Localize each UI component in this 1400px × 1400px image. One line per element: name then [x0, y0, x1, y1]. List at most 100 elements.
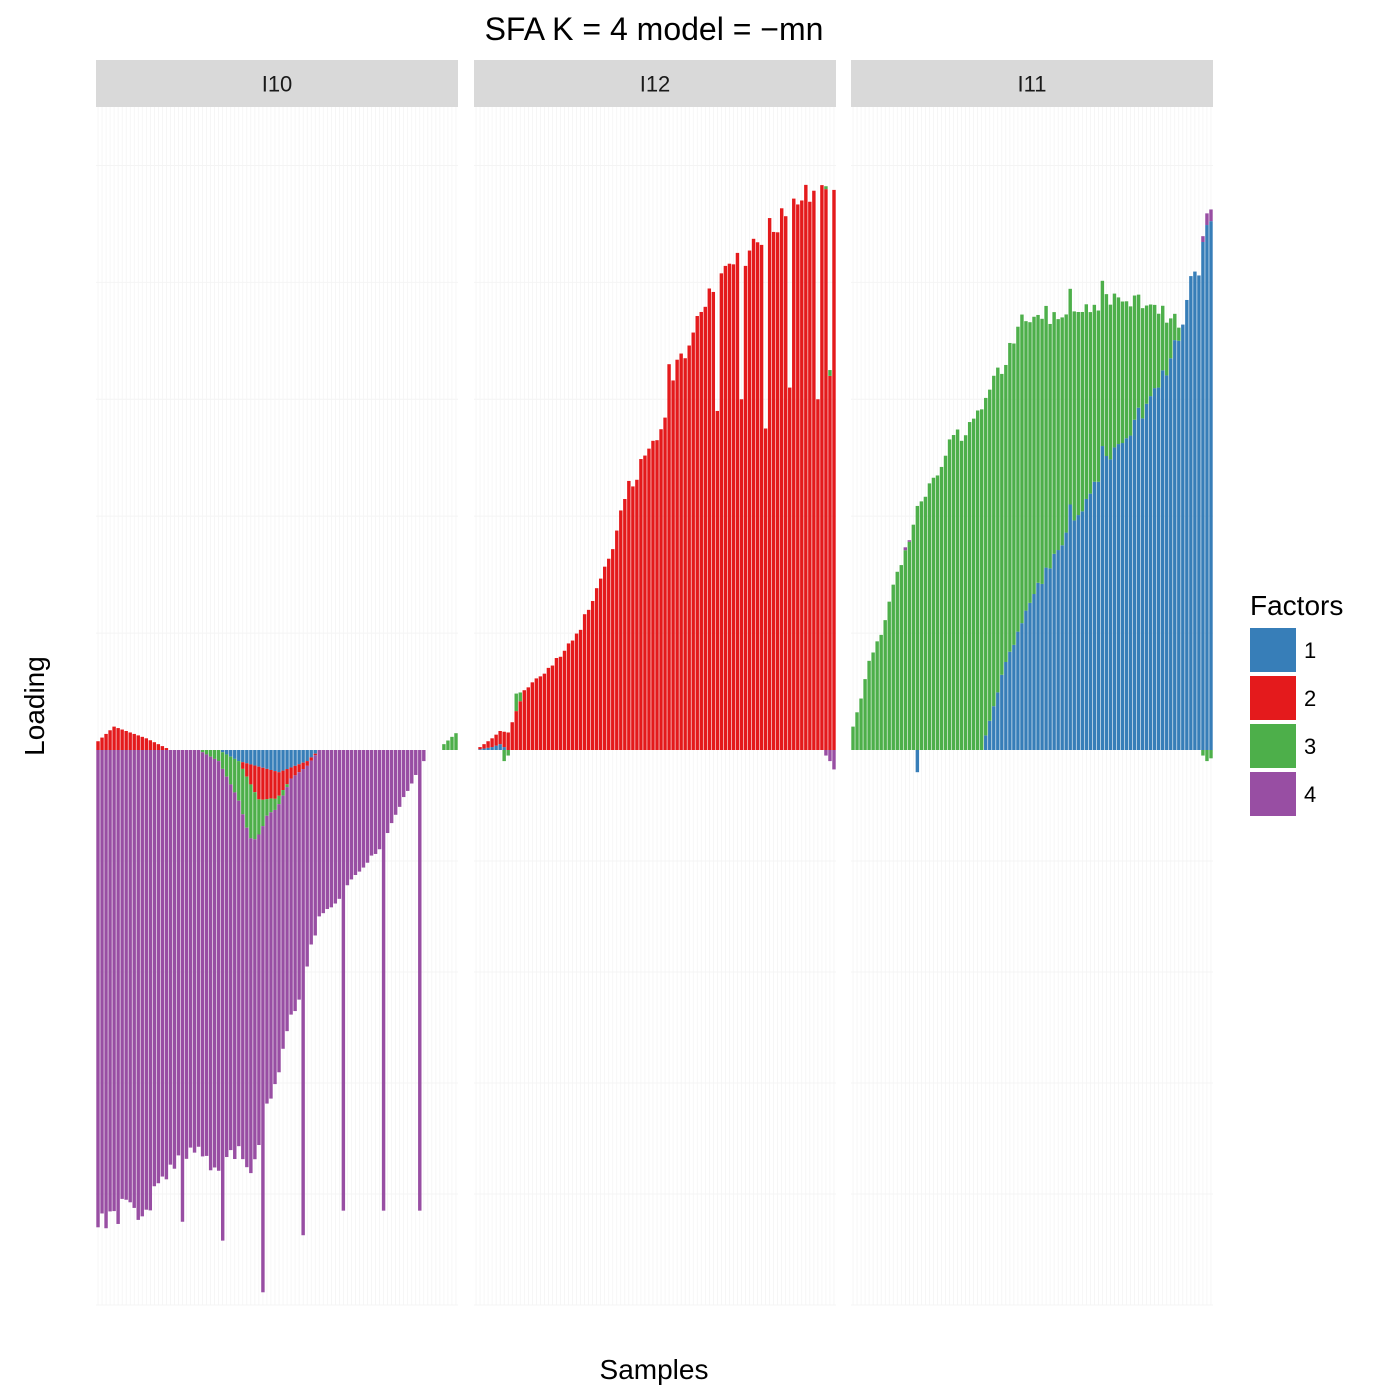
bar-segment-factor-2: [523, 690, 526, 750]
bar-segment-factor-4: [277, 804, 280, 1072]
bar-segment-factor-2: [740, 399, 743, 750]
bar-segment-factor-3: [944, 456, 947, 750]
bar-segment-factor-2: [736, 253, 739, 750]
bar-segment-factor-2: [531, 682, 534, 750]
bar-segment-factor-1: [502, 747, 505, 750]
legend-key-factor-4: [1250, 772, 1296, 816]
bar-segment-factor-3: [1024, 321, 1027, 610]
bar-segment-factor-3: [851, 727, 854, 750]
bar-segment-factor-4: [832, 750, 835, 769]
chart-title: SFA K = 4 model = −mn: [485, 11, 824, 47]
bar-segment-factor-1: [1081, 511, 1084, 750]
bar-segment-factor-2: [145, 738, 148, 750]
bar-segment-factor-1: [1185, 300, 1188, 750]
bar-segment-factor-3: [948, 439, 951, 750]
bar-segment-factor-2: [712, 292, 715, 750]
bar-segment-factor-2: [700, 312, 703, 750]
bar-segment-factor-2: [559, 657, 562, 750]
bar-segment-factor-3: [1177, 328, 1180, 341]
bar-segment-factor-2: [599, 579, 602, 750]
bar-segment-factor-3: [1209, 750, 1212, 758]
bar-segment-factor-2: [575, 634, 578, 750]
bar-segment-factor-3: [1105, 294, 1108, 456]
bar-segment-factor-3: [824, 186, 827, 189]
bar-segment-factor-4: [422, 750, 425, 761]
bar-segment-factor-4: [233, 792, 236, 1159]
bar-segment-factor-1: [1209, 221, 1212, 750]
bar-segment-factor-2: [659, 429, 662, 750]
bar-segment-factor-2: [708, 288, 711, 750]
bar-segment-factor-4: [386, 750, 389, 833]
bar-segment-factor-3: [450, 737, 453, 750]
bar-segment-factor-2: [587, 610, 590, 750]
bar-segment-factor-3: [920, 501, 923, 750]
bar-segment-factor-1: [490, 747, 493, 750]
bar-segment-factor-3: [249, 784, 252, 838]
bar-segment-factor-3: [229, 757, 232, 785]
bar-segment-factor-1: [1024, 611, 1027, 750]
bar-segment-factor-1: [221, 750, 224, 752]
bar-segment-factor-4: [201, 752, 204, 1156]
bar-segment-factor-1: [1008, 652, 1011, 750]
bar-segment-factor-3: [1137, 295, 1140, 408]
legend-key-factor-3: [1250, 724, 1296, 768]
bar-segment-factor-1: [1056, 550, 1059, 750]
bar-segment-factor-1: [245, 750, 248, 763]
bar-segment-factor-1: [314, 750, 317, 754]
bar-segment-factor-2: [249, 764, 252, 784]
bar-segment-factor-1: [1093, 482, 1096, 750]
bar-segment-factor-4: [390, 750, 393, 823]
bar-segment-factor-2: [245, 763, 248, 776]
bar-segment-factor-3: [1145, 306, 1148, 404]
bar-segment-factor-3: [952, 435, 955, 750]
bar-segment-factor-2: [253, 766, 256, 793]
bar-segment-factor-4: [358, 750, 361, 872]
bar-segment-factor-4: [181, 750, 184, 1222]
bar-segment-factor-2: [490, 738, 493, 747]
bar-segment-factor-3: [1064, 314, 1067, 532]
bar-segment-factor-2: [716, 411, 719, 750]
bar-segment-factor-1: [1020, 623, 1023, 750]
bar-segment-factor-4: [904, 547, 907, 550]
bar-segment-factor-4: [141, 750, 144, 1216]
bar-segment-factor-4: [305, 766, 308, 967]
bar-segment-factor-3: [1133, 296, 1136, 420]
bar-segment-factor-3: [1028, 322, 1031, 603]
bar-segment-factor-3: [968, 422, 971, 750]
bar-segment-factor-4: [330, 750, 333, 907]
bar-segment-factor-4: [177, 750, 180, 1155]
bar-segment-factor-3: [1201, 750, 1204, 756]
legend-label-factor-2: 2: [1304, 686, 1316, 711]
bar-segment-factor-4: [128, 750, 131, 1202]
bar-segment-factor-3: [506, 750, 509, 756]
bar-segment-factor-2: [816, 399, 819, 750]
bar-segment-factor-2: [579, 630, 582, 750]
bar-segment-factor-1: [1117, 444, 1120, 750]
bar-segment-factor-1: [1125, 438, 1128, 750]
bar-segment-factor-2: [100, 738, 103, 750]
bar-segment-factor-4: [189, 750, 192, 1148]
bar-segment-factor-4: [273, 810, 276, 1084]
bar-segment-factor-2: [289, 767, 292, 778]
bar-segment-factor-2: [595, 588, 598, 750]
bar-segment-factor-1: [1048, 568, 1051, 750]
bar-segment-factor-1: [241, 750, 244, 762]
bar-segment-factor-1: [1161, 370, 1164, 750]
bar-segment-factor-2: [519, 701, 522, 750]
bar-segment-factor-3: [1173, 314, 1176, 340]
bar-segment-factor-2: [651, 441, 654, 750]
bar-segment-factor-2: [675, 360, 678, 750]
bar-segment-factor-3: [201, 750, 204, 752]
bar-segment-factor-4: [161, 750, 164, 1177]
bar-segment-factor-3: [1012, 344, 1015, 645]
bar-segment-factor-3: [519, 692, 522, 701]
bar-segment-factor-1: [289, 750, 292, 767]
bar-segment-factor-4: [366, 750, 369, 863]
bar-segment-factor-3: [912, 525, 915, 750]
bar-segment-factor-2: [502, 732, 505, 747]
bar-segment-factor-4: [350, 750, 353, 879]
legend-label-factor-4: 4: [1304, 782, 1316, 807]
bar-segment-factor-2: [732, 264, 735, 750]
bar-segment-factor-1: [1145, 404, 1148, 750]
bar-segment-factor-1: [1101, 446, 1104, 750]
